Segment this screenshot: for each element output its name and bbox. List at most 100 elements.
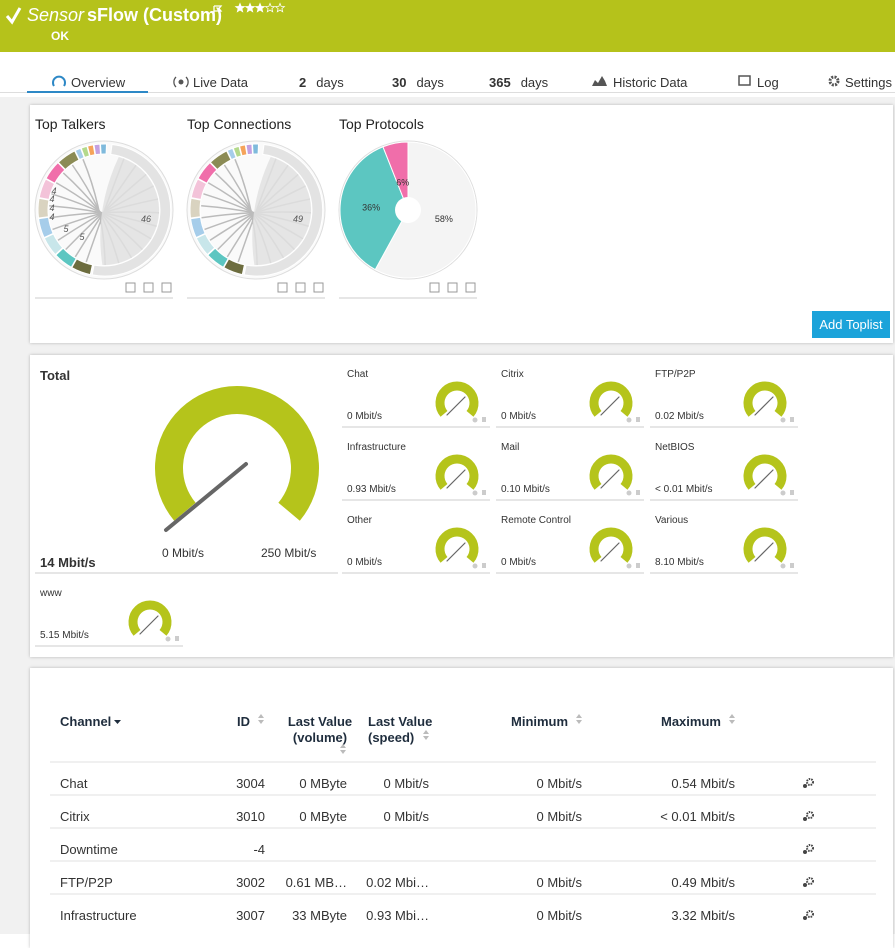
gauge-icon <box>626 490 632 496</box>
tab-label: Live Data <box>193 75 248 90</box>
chord-label: 5 <box>79 232 85 242</box>
tab[interactable]: Historic Data <box>613 75 687 90</box>
chord-segment <box>57 150 80 171</box>
chord-ribbon <box>100 157 160 266</box>
toplist-title: Top Connections <box>187 116 292 132</box>
chord-segment <box>93 143 102 156</box>
gauge-icon <box>472 563 478 569</box>
column-header[interactable]: Minimum <box>511 714 569 729</box>
chord-segment <box>38 178 56 201</box>
gauge-icon <box>482 563 486 568</box>
gauge-icon <box>790 490 794 495</box>
chord-segment <box>38 216 54 239</box>
tab[interactable]: Log <box>757 75 779 90</box>
chord-segment <box>43 233 64 256</box>
tab[interactable]: Overview <box>71 75 125 90</box>
flag-icon <box>213 5 223 17</box>
gauge-name: NetBIOS <box>655 442 695 453</box>
rating-star <box>234 2 246 13</box>
cell: 0 Mbit/s <box>536 875 582 890</box>
cell: < 0.01 Mbit/s <box>660 809 735 824</box>
row-gear <box>803 883 807 887</box>
gauge-value: 0 Mbit/s <box>347 411 383 422</box>
row-gear <box>803 850 807 854</box>
cell: Citrix <box>60 809 90 824</box>
gauge-arc <box>589 454 633 490</box>
column-header[interactable]: Last Value (volume) <box>287 714 353 745</box>
table-panel <box>30 668 893 948</box>
cell: 0 Mbit/s <box>383 809 429 824</box>
column-header[interactable]: Maximum <box>661 714 721 729</box>
tab[interactable]: 365 days <box>489 75 548 90</box>
add-toplist-button[interactable]: Add Toplist <box>812 311 890 338</box>
gauge-needle <box>600 542 620 562</box>
gauge-arc <box>589 527 633 563</box>
tab[interactable]: Live Data <box>193 75 248 90</box>
header-prefix: Sensor <box>27 5 85 25</box>
pie-label: 6% <box>396 177 409 187</box>
toplist-icon <box>313 282 324 293</box>
pie-slice <box>382 141 409 211</box>
pie-label: 36% <box>362 203 380 213</box>
cell: 3.32 Mbit/s <box>671 908 735 923</box>
header-title: sFlow (Custom) <box>87 5 222 25</box>
chord-segment <box>99 143 108 155</box>
gauge-name: Remote Control <box>501 515 572 526</box>
rating-star <box>244 2 256 13</box>
chord-segment <box>209 150 232 171</box>
row-gear <box>806 877 814 885</box>
gauge-needle <box>446 469 466 489</box>
toplist-icon <box>143 282 154 293</box>
gauge-arc <box>435 381 479 417</box>
sort-arrow <box>258 714 264 724</box>
tab-icon <box>178 79 184 85</box>
tab-active <box>27 91 148 93</box>
chord-segment <box>232 145 243 159</box>
row-gear <box>806 910 814 918</box>
tab[interactable]: 2 days <box>299 75 344 90</box>
gauge-value: 0 Mbit/s <box>501 411 537 422</box>
tab-icon <box>828 75 840 87</box>
tab-icon <box>52 75 66 87</box>
cell: 0.61 MB… <box>285 875 347 890</box>
chord-segment <box>37 197 50 219</box>
gauge-arc <box>589 381 633 417</box>
cell: -4 <box>253 842 265 857</box>
column-header[interactable]: Channel <box>60 714 112 729</box>
rating-star <box>264 2 276 13</box>
gauge-name: www <box>40 588 62 599</box>
gauge-value: 0.02 Mbit/s <box>655 411 704 422</box>
gauge-min: 0 Mbit/s <box>162 546 205 560</box>
toplist-icon <box>465 282 476 293</box>
tab[interactable]: 30 days <box>392 75 444 90</box>
gauge-icon <box>482 490 486 495</box>
rating-star <box>274 2 286 13</box>
gauge-arc <box>155 386 319 521</box>
cell: 0 MByte <box>299 776 347 791</box>
chord-segment <box>223 258 245 276</box>
pie-hole <box>395 197 421 223</box>
gauge-needle <box>754 469 774 489</box>
gauge-needle <box>139 615 159 635</box>
toplist-title: Top Talkers <box>35 116 106 132</box>
tab-label: Overview <box>71 75 126 90</box>
cell: 0 Mbit/s <box>536 908 582 923</box>
column-header[interactable]: Last Value (speed) <box>368 714 433 745</box>
row-gear <box>803 817 807 821</box>
toplist-icon <box>161 282 172 293</box>
gauge-icon <box>482 417 486 422</box>
cell: 0 Mbit/s <box>383 776 429 791</box>
cell: 0.02 Mbi… <box>366 875 429 890</box>
chord-segment <box>86 144 96 157</box>
chord-label: 4 <box>49 212 54 222</box>
cell: 0.49 Mbit/s <box>671 875 735 890</box>
column-header[interactable]: ID <box>237 714 250 729</box>
gauge-value: 0 Mbit/s <box>501 557 537 568</box>
chord-label: 4 <box>51 186 56 196</box>
gauge-icon <box>790 417 794 422</box>
cell: 33 MByte <box>292 908 347 923</box>
pie-slice <box>339 146 409 271</box>
tab[interactable]: Settings <box>845 75 892 90</box>
